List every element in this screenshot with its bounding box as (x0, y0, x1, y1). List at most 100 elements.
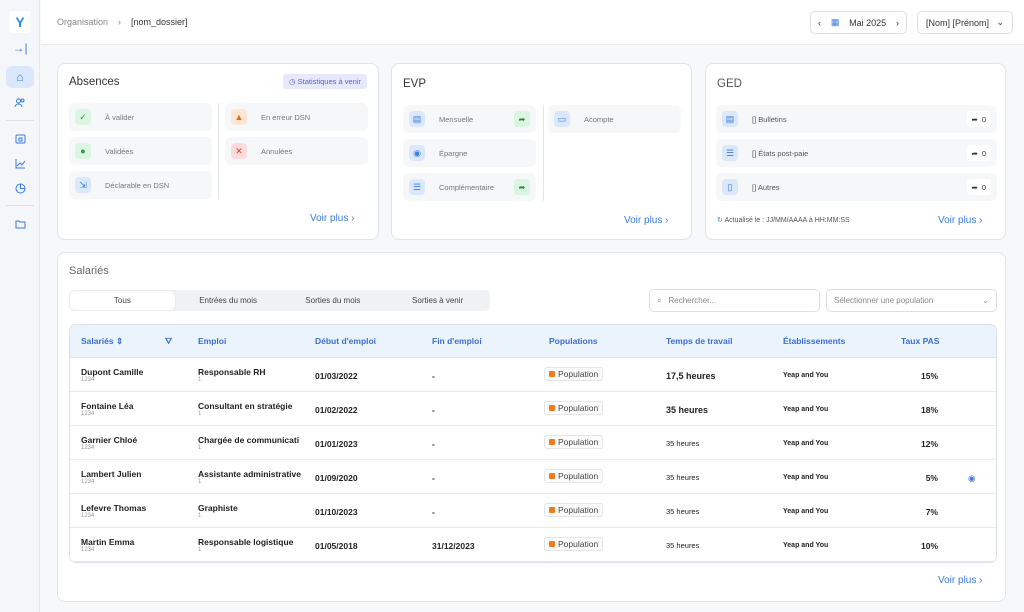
item-label: [] États post-paie (752, 148, 809, 158)
sort-icon[interactable]: ⇕ (116, 336, 124, 346)
job-sub: 1 (198, 445, 202, 451)
evp-voir-plus-link[interactable]: Voir plus › (624, 215, 669, 226)
breadcrumb-current: [nom_dossier] (131, 17, 188, 27)
document-icon: ▤ (409, 111, 425, 127)
folder-icon[interactable] (6, 213, 34, 235)
tab-entrees[interactable]: Entrées du mois (199, 296, 258, 305)
item-label: Annulées (261, 146, 293, 156)
tab-tous[interactable]: Tous (70, 291, 175, 310)
search-input[interactable]: ⌕ Rechercher... (649, 289, 820, 312)
pas-rate: 10% (920, 541, 938, 551)
table-row[interactable]: Garnier Chloé 1234 Chargée de communicat… (70, 426, 996, 460)
job-sub: 1 (198, 377, 202, 383)
next-month-icon[interactable]: › (895, 17, 899, 28)
user-menu[interactable]: [Nom] [Prénom] ⌄ (917, 11, 1013, 34)
collapse-icon[interactable]: →| (12, 41, 28, 55)
cancel-icon: ✕ (231, 143, 247, 159)
month-picker[interactable]: ‹ ▦ Mai 2025 › (810, 11, 907, 34)
share-icon[interactable]: ➦ (514, 179, 530, 195)
chevron-right-icon: › (118, 17, 122, 27)
refresh-icon[interactable]: ↻ (717, 217, 723, 224)
item-label: Mensuelle (439, 114, 474, 124)
share-count[interactable]: ➦ 0 (966, 111, 991, 127)
pie-chart-icon[interactable] (6, 177, 34, 199)
item-label: [] Autres (752, 182, 780, 192)
table-header: Salariés ⇕ ⛛ Emploi Début d'emploi Fin d… (70, 325, 996, 358)
share-count[interactable]: ➦ 0 (966, 145, 991, 161)
chart-icon[interactable] (6, 152, 34, 174)
employee-name[interactable]: Garnier Chloé (81, 435, 138, 445)
employee-name[interactable]: Lefevre Thomas (81, 503, 147, 513)
tab-sorties[interactable]: Sorties du mois (305, 296, 361, 305)
absence-item-validees[interactable]: ● Validées (69, 137, 212, 165)
job-title: Responsable logistique (198, 537, 294, 547)
share-count[interactable]: ➦ 0 (966, 179, 991, 195)
search-icon: ⌕ (657, 295, 662, 305)
salaries-card: Salariés Tous Entrées du mois Sorties du… (57, 252, 1006, 602)
col-populations[interactable]: Populations (549, 336, 598, 346)
employee-name[interactable]: Dupont Camille (81, 367, 144, 377)
evp-card: EVP ▤ Mensuelle ➦ ◉ Épargne ☰ Complémentaire… (391, 63, 692, 240)
select-placeholder: Sélectionner une population (834, 296, 934, 305)
salaries-voir-plus-link[interactable]: Voir plus › (938, 575, 983, 586)
view-eye-icon[interactable]: ◉ (968, 473, 976, 483)
establishment: Yeap and You (783, 474, 829, 481)
employee-id: 1234 (81, 411, 95, 417)
evp-item-acompte[interactable]: ▭ Acompte (548, 105, 681, 133)
tab-sorties-a-venir[interactable]: Sorties à venir (412, 296, 464, 305)
table-row[interactable]: Lefevre Thomas 1234 Graphiste 1 01/10/20… (70, 494, 996, 528)
absences-title: Absences (69, 76, 120, 88)
breadcrumb-organisation[interactable]: Organisation (57, 17, 109, 27)
job-sub: 1 (198, 547, 202, 553)
users-icon[interactable] (6, 92, 34, 114)
link-label: Voir plus (310, 213, 349, 224)
table-row[interactable]: Martin Emma 1234 Responsable logistique … (70, 528, 996, 562)
absences-voir-plus-link[interactable]: Voir plus › (310, 213, 355, 224)
employee-name[interactable]: Lambert Julien (81, 469, 142, 479)
app-logo[interactable]: Y (9, 11, 31, 33)
col-debut[interactable]: Début d'emploi (315, 336, 377, 346)
absence-item-a-valider[interactable]: ✓ À valider (69, 103, 212, 131)
absence-item-annulees[interactable]: ✕ Annulées (225, 137, 368, 165)
salaries-title: Salariés (69, 265, 109, 277)
table-row[interactable]: Dupont Camille 1234 Responsable RH 1 01/… (70, 358, 996, 392)
absence-item-declarable[interactable]: ⇲ Déclarable en DSN (69, 171, 212, 199)
previous-month-icon[interactable]: ‹ (818, 17, 821, 28)
warning-icon: ▲ (231, 109, 247, 125)
home-icon[interactable]: ⌂ (6, 66, 34, 88)
col-emploi[interactable]: Emploi (198, 336, 227, 346)
month-label: Mai 2025 (849, 17, 887, 28)
ged-item-autres[interactable]: ▯ [] Autres ➦ 0 (716, 173, 997, 201)
stats-badge: ◷ Statistiques à venir (282, 74, 367, 89)
ged-voir-plus-link[interactable]: Voir plus › (938, 215, 983, 226)
ged-item-bulletins[interactable]: ▤ [] Bulletins ➦ 0 (716, 105, 997, 133)
population-color-icon (549, 371, 555, 377)
population-select[interactable]: Sélectionner une population ⌄ (826, 289, 997, 312)
ged-item-etats-post-paie[interactable]: ☰ [] États post-paie ➦ 0 (716, 139, 997, 167)
population-badge: Population (544, 503, 604, 517)
table-row[interactable]: Lambert Julien 1234 Assistante administr… (70, 460, 996, 494)
divider (6, 120, 34, 121)
absences-card: Absences ◷ Statistiques à venir ✓ À valid… (57, 63, 379, 240)
end-date: - (432, 371, 435, 381)
evp-item-complementaire[interactable]: ☰ Complémentaire ➦ (403, 173, 536, 201)
col-etablissements[interactable]: Établissements (783, 336, 846, 346)
evp-item-epargne[interactable]: ◉ Épargne (403, 139, 536, 167)
table-row[interactable]: Fontaine Léa 1234 Consultant en stratégi… (70, 392, 996, 426)
establishment: Yeap and You (783, 542, 829, 549)
col-taux-pas[interactable]: Taux PAS (901, 336, 940, 346)
divider (6, 205, 34, 206)
filter-icon[interactable]: ⛛ (165, 336, 173, 346)
work-time: 35 heures (666, 541, 700, 550)
breadcrumb: Organisation › [nom_dossier] (57, 17, 188, 27)
col-fin[interactable]: Fin d'emploi (432, 336, 482, 346)
evp-item-mensuelle[interactable]: ▤ Mensuelle ➦ (403, 105, 536, 133)
calendar-icon[interactable] (6, 127, 34, 149)
share-icon[interactable]: ➦ (514, 111, 530, 127)
employee-name[interactable]: Martin Emma (81, 537, 135, 547)
col-temps[interactable]: Temps de travail (666, 336, 733, 346)
col-salaries[interactable]: Salariés ⇕ (81, 336, 123, 347)
job-title: Consultant en stratégie (198, 401, 293, 411)
absence-item-erreur-dsn[interactable]: ▲ En erreur DSN (225, 103, 368, 131)
employee-name[interactable]: Fontaine Léa (81, 401, 134, 411)
